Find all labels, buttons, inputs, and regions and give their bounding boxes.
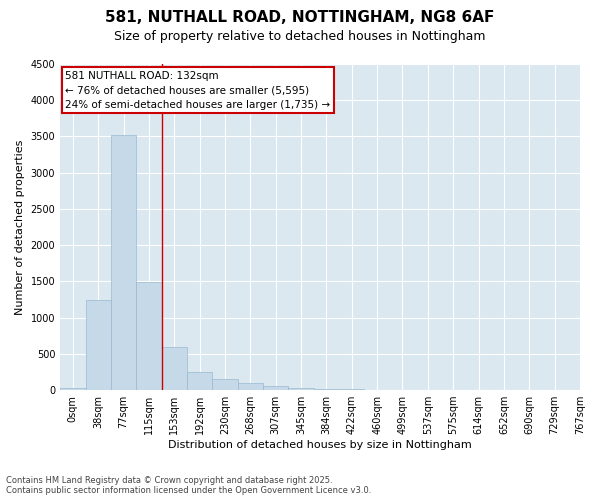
Bar (289, 388, 314, 390)
Bar (263, 386, 289, 390)
Bar (187, 372, 212, 390)
Bar (238, 383, 263, 390)
Text: Contains HM Land Registry data © Crown copyright and database right 2025.
Contai: Contains HM Land Registry data © Crown c… (6, 476, 371, 495)
Bar (86, 300, 111, 390)
Bar (212, 379, 238, 390)
Bar (136, 282, 161, 390)
Text: 581, NUTHALL ROAD, NOTTINGHAM, NG8 6AF: 581, NUTHALL ROAD, NOTTINGHAM, NG8 6AF (106, 10, 494, 25)
Bar (60, 388, 86, 390)
Bar (161, 346, 187, 390)
Bar (111, 135, 136, 390)
Bar (314, 388, 339, 390)
Y-axis label: Number of detached properties: Number of detached properties (15, 140, 25, 314)
Text: 581 NUTHALL ROAD: 132sqm
← 76% of detached houses are smaller (5,595)
24% of sem: 581 NUTHALL ROAD: 132sqm ← 76% of detach… (65, 70, 331, 110)
Text: Size of property relative to detached houses in Nottingham: Size of property relative to detached ho… (114, 30, 486, 43)
X-axis label: Distribution of detached houses by size in Nottingham: Distribution of detached houses by size … (168, 440, 472, 450)
